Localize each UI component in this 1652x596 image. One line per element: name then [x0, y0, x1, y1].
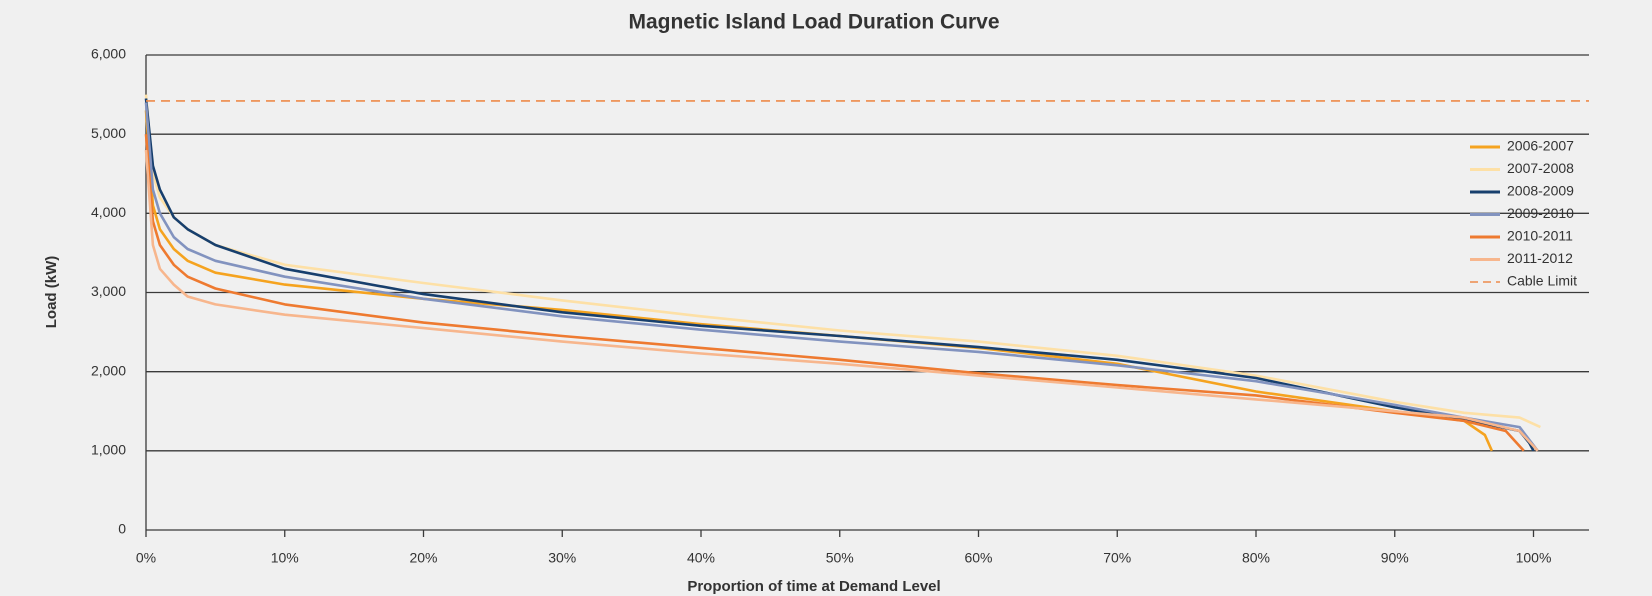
y-tick-label: 2,000 [91, 362, 126, 378]
line [144, 102, 1539, 452]
x-tick-label: 80% [1242, 550, 1270, 566]
y-tick-label: 6,000 [91, 46, 126, 62]
y-tick-label: 1,000 [91, 442, 126, 458]
x-tick-label: 50% [826, 550, 854, 566]
x-tick-label: 20% [409, 550, 437, 566]
legend-label: 2009-2010 [1507, 205, 1574, 221]
line [144, 149, 1539, 452]
y-axis-title: Load (kW) [43, 256, 60, 329]
x-tick-label: 90% [1381, 550, 1409, 566]
x-tick-label: 30% [548, 550, 576, 566]
chart-title: Magnetic Island Load Duration Curve [628, 11, 999, 34]
x-tick-label: 100% [1516, 550, 1552, 566]
y-tick-label: 3,000 [91, 283, 126, 299]
legend-label: 2008-2009 [1507, 183, 1574, 199]
x-tick-label: 0% [136, 550, 156, 566]
line [144, 98, 1535, 452]
line [144, 94, 1541, 429]
x-tick-label: 10% [271, 550, 299, 566]
x-tick-label: 60% [964, 550, 992, 566]
y-tick-label: 5,000 [91, 125, 126, 141]
legend-label: 2010-2011 [1507, 228, 1573, 244]
legend-label: 2007-2008 [1507, 160, 1574, 176]
legend-label: 2006-2007 [1507, 138, 1574, 154]
x-axis-title: Proportion of time at Demand Level [687, 578, 940, 595]
legend-label: 2011-2012 [1507, 250, 1573, 266]
legend-label: Cable Limit [1507, 273, 1577, 289]
x-tick-label: 40% [687, 550, 715, 566]
x-tick-label: 70% [1103, 550, 1131, 566]
line [144, 134, 1525, 452]
y-tick-label: 4,000 [91, 204, 126, 220]
y-tick-label: 0 [118, 521, 126, 537]
